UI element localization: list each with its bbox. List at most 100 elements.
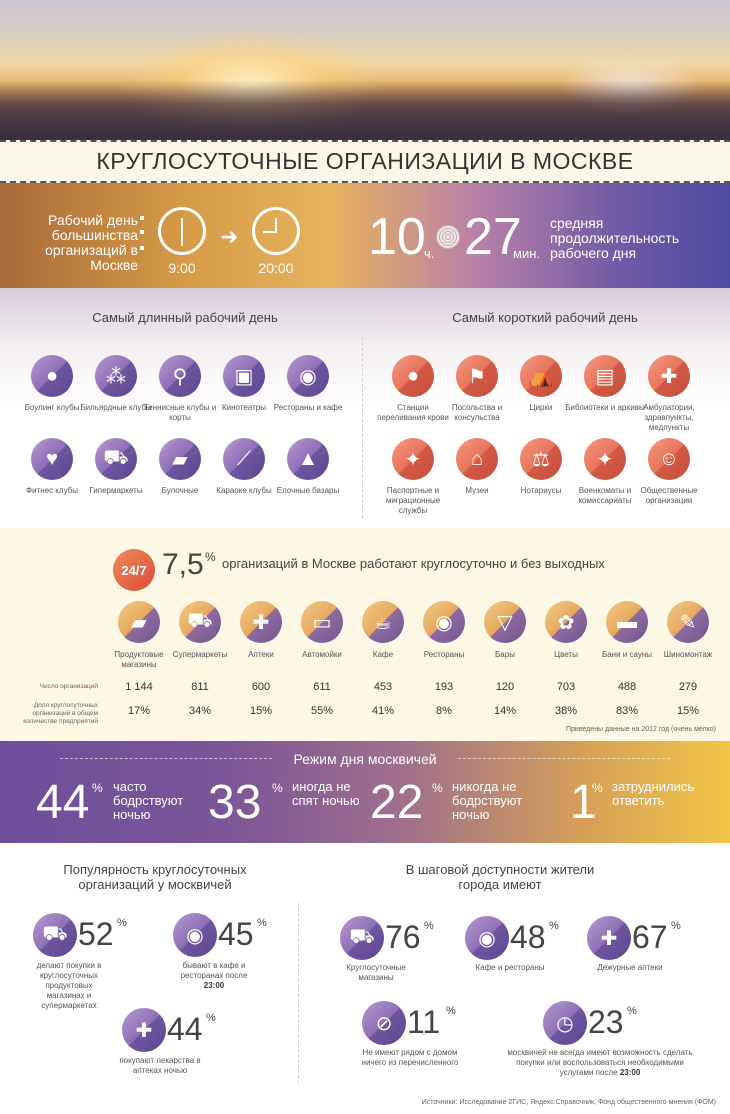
cart-icon: ⛟	[33, 913, 77, 957]
stat-text-body: москвичей не всегда имеют возможность сд…	[507, 1048, 693, 1077]
avg-minutes: 27	[464, 208, 522, 266]
stat-value: 45	[218, 916, 254, 952]
stat-sign: %	[117, 917, 127, 929]
tent-icon: ⛺	[520, 355, 562, 397]
category-count: 453	[373, 681, 393, 693]
tree-icon: ▲	[287, 438, 329, 480]
stat-sign: %	[257, 917, 267, 929]
mode-stat-value: 1	[570, 776, 597, 829]
longest-label: Фитнес клубы	[26, 486, 78, 495]
book-icon: ▤	[584, 355, 626, 397]
longest-shortest-section: Самый длинный рабочий день Самый коротки…	[0, 288, 730, 528]
stat-text: Не имеют рядом с домом ничего из перечис…	[360, 1048, 460, 1068]
microphone-icon: ⟋	[223, 438, 265, 480]
cart-icon: ⛟	[95, 438, 137, 480]
category-label: Автомойки	[302, 650, 342, 659]
stat-text: Дежурные аптеки	[580, 963, 680, 973]
plate-icon: ◉	[423, 601, 465, 643]
category-count: 488	[617, 681, 637, 693]
bread-icon: ▰	[159, 438, 201, 480]
plate-icon: ◉	[465, 916, 509, 960]
shortest-label: Библиотеки и архивы	[565, 403, 645, 412]
clock-icon	[252, 207, 300, 255]
category-share: 8%	[436, 705, 452, 717]
shortest-label: Общественные организации	[640, 486, 698, 505]
category-count: 279	[678, 681, 698, 693]
cup-icon: ☕	[362, 601, 404, 643]
row-count-label: Число организаций	[39, 683, 98, 690]
shortest-label: Цирки	[529, 403, 553, 412]
cross-icon: ✚	[240, 601, 282, 643]
drop-icon: ●	[392, 355, 434, 397]
longest-label: Караоке клубы	[216, 486, 272, 495]
stat-text-body: Кафе и рестораны	[475, 963, 545, 972]
category-count: 811	[191, 681, 209, 693]
allday-text: организаций в Москве работают круглосуто…	[222, 556, 605, 571]
cart-icon: ⛟	[340, 916, 384, 960]
stat-text: Круглосуточные магазины	[330, 963, 422, 983]
stat-sign: %	[671, 920, 681, 932]
category-count: 193	[434, 681, 454, 693]
clock-icon	[158, 207, 206, 255]
mode-stat-text: никогда не бодрствуют ночью	[452, 779, 523, 822]
category-share: 55%	[310, 705, 334, 717]
popularity-walking-section: Популярность круглосуточных организаций …	[0, 843, 730, 1114]
section-divider	[362, 338, 363, 518]
allday-percent: 7,5	[162, 548, 204, 581]
start-time: 9:00	[168, 260, 196, 276]
cross-icon: ✚	[587, 916, 631, 960]
stat-text-time: 23:00	[203, 981, 225, 990]
longest-label: Кинотеатры	[222, 403, 266, 412]
stat-sign: %	[446, 1005, 456, 1017]
shortest-label: Амбулатории, здравпункты, медпункты	[643, 403, 695, 432]
caption-line-right	[458, 758, 670, 759]
museum-icon: ⌂	[456, 438, 498, 480]
heart-icon: ♥	[31, 438, 73, 480]
shortest-label: Музеи	[465, 486, 489, 495]
source-note: Источники: Исследование 2ГИС, Яндекс.Спр…	[421, 1099, 716, 1106]
plate-icon: ◉	[173, 913, 217, 957]
section-divider	[298, 903, 299, 1083]
category-count: 1 144	[125, 681, 153, 693]
header-city-photo	[0, 0, 730, 140]
shortest-label: Нотариусы	[520, 486, 562, 495]
stat-text-body: Дежурные аптеки	[597, 963, 663, 972]
shortest-heading: Самый короткий рабочий день	[452, 310, 638, 325]
category-share: 15%	[676, 705, 700, 717]
category-label: Рестораны	[423, 650, 465, 659]
eagle-icon: ✦	[392, 438, 434, 480]
category-label: Цветы	[554, 650, 578, 659]
stat-text-time: 23:00	[619, 1068, 641, 1077]
workday-lead-text: Рабочий день большинства организаций в М…	[45, 212, 138, 273]
allday-percent-sign: %	[205, 550, 216, 564]
allday-section: 24/7 7,5 % организаций в Москве работают…	[0, 528, 730, 741]
stat-sign: %	[206, 1012, 216, 1024]
stat-text-body: бывают в кафе и ресторанах после	[180, 961, 248, 980]
eagle-icon: ✦	[584, 438, 626, 480]
stat-value: 11	[407, 1004, 441, 1040]
stat-sign: %	[424, 920, 434, 932]
bread-icon: ▰	[118, 601, 160, 643]
cross-icon: ✚	[122, 1008, 166, 1052]
title-bar: КРУГЛОСУТОЧНЫЕ ОРГАНИЗАЦИИ В МОСКВЕ	[0, 140, 730, 183]
cross-icon: ✚	[648, 355, 690, 397]
stat-text-body: делают покупки в круглосуточных продукто…	[36, 961, 102, 1010]
walking-heading: В шаговой доступности жители города имею…	[405, 862, 595, 892]
billiards-icon: ⁂	[95, 355, 137, 397]
longest-heading: Самый длинный рабочий день	[92, 310, 278, 325]
category-label: Бани и сауны	[601, 650, 653, 659]
longest-label: Булочные	[161, 486, 199, 495]
category-share: 15%	[249, 705, 273, 717]
flower-icon: ✿	[545, 601, 587, 643]
stat-text: бывают в кафе и ресторанах после 23:00	[178, 961, 250, 991]
row-share-label: Доля круглосуточных организаций в общем …	[23, 702, 98, 725]
category-label: Супермаркеты	[172, 650, 228, 659]
category-count: 120	[495, 681, 515, 693]
shortest-label: Станции переливания крови	[377, 403, 449, 422]
category-share: 34%	[188, 705, 212, 717]
mode-stat-text: затруднились ответить	[612, 779, 695, 808]
cart-icon: ⛟	[179, 601, 221, 643]
mode-stat-sign: %	[432, 781, 443, 795]
category-share: 17%	[127, 705, 151, 717]
category-share: 83%	[615, 705, 639, 717]
